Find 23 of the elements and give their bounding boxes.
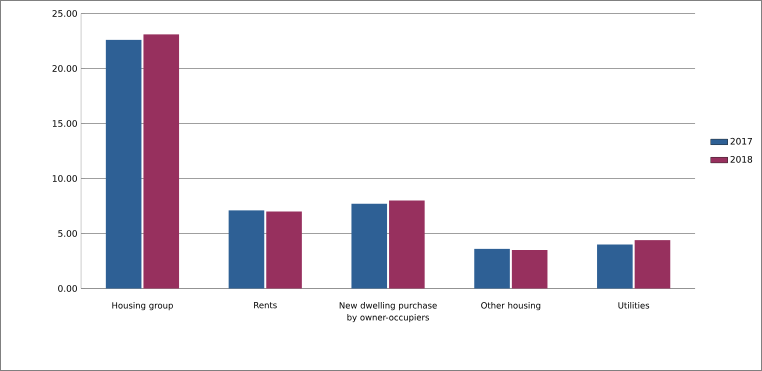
- y-tick-label: 0.00: [58, 285, 77, 292]
- legend-label: 2018: [730, 156, 752, 163]
- bar: [351, 204, 388, 288]
- bar: [106, 40, 142, 288]
- x-tick-label: Rents: [254, 302, 277, 308]
- y-tick-label: 5.00: [58, 230, 77, 237]
- bar: [389, 200, 425, 288]
- y-tick-label: 15.00: [52, 120, 77, 127]
- y-tick-label: 25.00: [52, 10, 77, 17]
- x-tick-label: Housing group: [112, 302, 173, 310]
- legend-label: 2017: [730, 138, 752, 145]
- bar: [228, 210, 264, 288]
- x-tick-label: New dwelling purchase by owner-occupiers: [340, 302, 437, 322]
- x-tick-label: Other housing: [481, 302, 540, 310]
- bar: [266, 212, 302, 288]
- bar: [512, 250, 548, 288]
- bar: [634, 240, 670, 288]
- y-tick-label: 20.00: [52, 65, 77, 72]
- bar: [474, 248, 510, 288]
- x-tick-label: Utilities: [618, 302, 650, 309]
- bar: [143, 34, 180, 288]
- bar: [597, 244, 633, 288]
- y-tick-label: 10.00: [52, 175, 77, 182]
